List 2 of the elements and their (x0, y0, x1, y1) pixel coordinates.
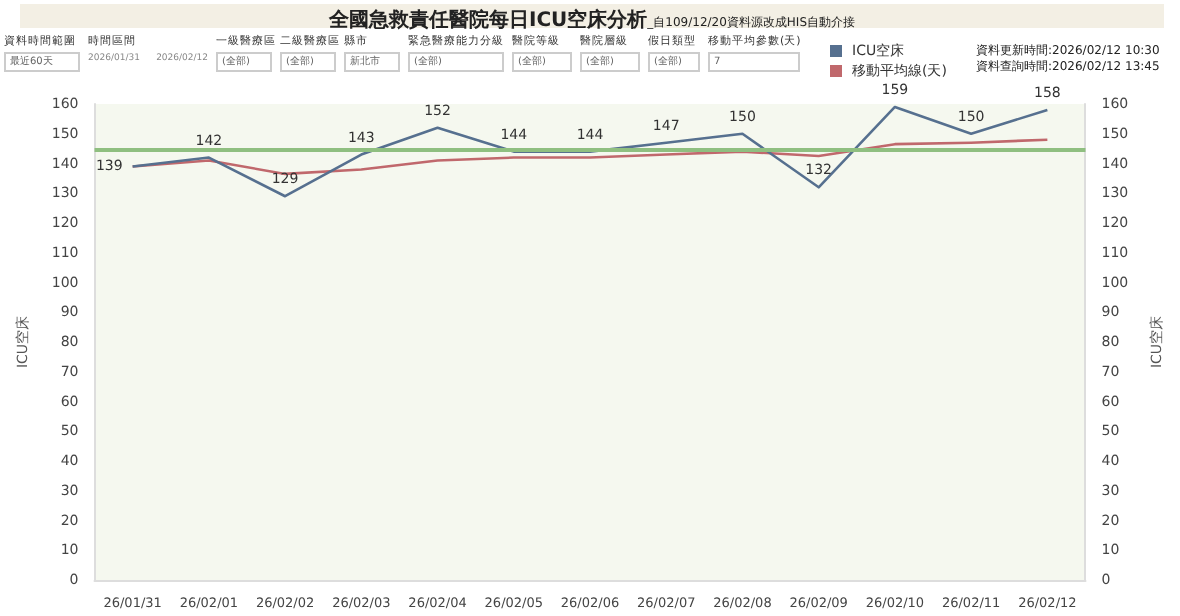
line-series (131, 105, 1049, 198)
chart-title: 全國急救責任醫院每日ICU空床分析 (328, 10, 648, 32)
